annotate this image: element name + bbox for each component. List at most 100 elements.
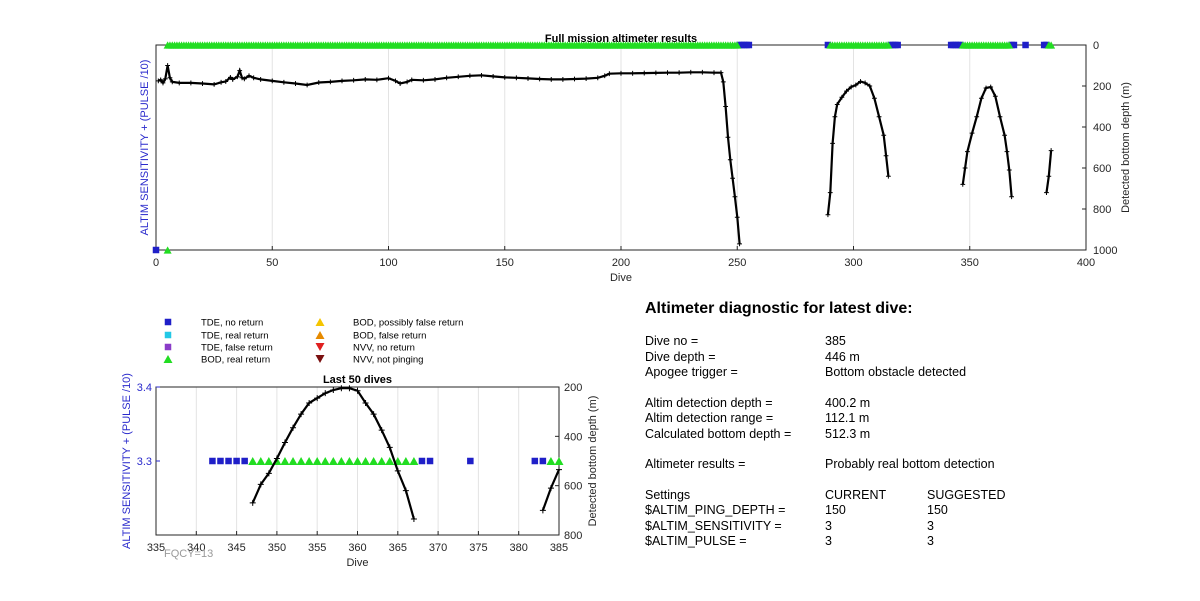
bottom-x-tick-label: 385 bbox=[550, 542, 568, 554]
dive-depth-label: Dive depth = bbox=[645, 349, 716, 364]
top-depth-point bbox=[237, 68, 243, 74]
top-x-tick-label: 200 bbox=[612, 257, 630, 269]
bottom-depth-point bbox=[257, 481, 264, 488]
top-depth-point bbox=[960, 182, 966, 187]
top-depth-point bbox=[246, 73, 252, 79]
top-depth-point bbox=[404, 79, 410, 85]
bottom-depth-point bbox=[378, 427, 385, 434]
top-depth-point bbox=[162, 76, 168, 82]
bottom-x-axis-label: Dive bbox=[346, 557, 368, 569]
top-depth-point bbox=[867, 83, 873, 89]
bottom-depth-point bbox=[249, 499, 256, 506]
legend-marker bbox=[315, 354, 325, 364]
ping-depth-label: $ALTIM_PING_DEPTH = bbox=[645, 503, 786, 517]
top-depth-point bbox=[858, 79, 863, 84]
top-depth-point bbox=[732, 194, 738, 200]
top-depth-point bbox=[737, 241, 742, 247]
frequency-watermark: FQCY=13 bbox=[164, 548, 213, 560]
results-label: Altimeter results = bbox=[645, 457, 746, 471]
top-depth-point bbox=[316, 80, 322, 85]
top-depth-point bbox=[1048, 148, 1054, 153]
bottom-event-marker bbox=[344, 456, 354, 466]
bottom-y-right-tick-label: 800 bbox=[564, 530, 582, 542]
top-depth-point bbox=[269, 78, 275, 84]
bottom-event-marker bbox=[385, 456, 395, 466]
top-depth-point bbox=[862, 80, 868, 86]
top-x-tick-label: 100 bbox=[379, 257, 397, 269]
bottom-depth-point bbox=[290, 424, 297, 431]
top-depth-point bbox=[537, 76, 543, 82]
top-depth-point bbox=[572, 76, 577, 82]
bottom-depth-point bbox=[338, 385, 345, 392]
legend-label: TDE, real return bbox=[201, 331, 269, 342]
top-depth-point bbox=[513, 75, 519, 81]
bottom-depth-point bbox=[346, 385, 353, 392]
bottom-left-axis-label: ALTIM SENSITIVITY + (PULSE /10) bbox=[121, 373, 133, 549]
top-event-marker bbox=[957, 41, 964, 49]
top-event-marker bbox=[745, 41, 753, 49]
bottom-y-right-tick-label: 200 bbox=[564, 382, 582, 394]
top-event-marker bbox=[1010, 41, 1018, 49]
top-depth-point bbox=[676, 70, 682, 76]
bottom-y-right-tick-label: 600 bbox=[564, 481, 582, 493]
top-depth-point bbox=[653, 70, 659, 76]
legend-label: BOD, possibly false return bbox=[353, 318, 463, 329]
bottom-event-marker bbox=[296, 456, 306, 466]
bottom-depth-point bbox=[394, 467, 401, 474]
top-depth-point bbox=[432, 77, 438, 82]
bottom-x-tick-label: 360 bbox=[348, 542, 366, 554]
top-depth-point bbox=[155, 78, 161, 84]
top-depth-point bbox=[699, 69, 705, 75]
top-y-tick-label: 600 bbox=[1093, 163, 1111, 175]
top-depth-point bbox=[223, 79, 229, 84]
current-header: CURRENT bbox=[825, 487, 887, 502]
top-depth-point bbox=[281, 79, 287, 85]
top-depth-point bbox=[165, 63, 171, 68]
top-depth-point bbox=[444, 75, 450, 81]
top-y-tick-label: 0 bbox=[1093, 40, 1099, 52]
legend-marker bbox=[164, 343, 172, 351]
top-depth-point bbox=[825, 212, 831, 218]
top-depth-point bbox=[630, 70, 636, 76]
bottom-event-marker bbox=[328, 456, 338, 466]
ping-depth-suggested: 150 bbox=[927, 503, 948, 517]
bottom-event-marker bbox=[225, 457, 232, 465]
top-depth-point bbox=[1004, 149, 1010, 154]
bottom-event-marker bbox=[361, 456, 371, 466]
sensitivity-label: $ALTIM_SENSITIVITY = bbox=[645, 518, 782, 533]
bottom-event-marker bbox=[288, 456, 298, 466]
bottom-event-marker bbox=[418, 457, 426, 465]
bottom-event-marker bbox=[554, 456, 564, 466]
top-chart-title: Full mission altimeter results bbox=[545, 33, 697, 45]
top-depth-point bbox=[827, 190, 833, 195]
top-x-tick-label: 350 bbox=[961, 257, 979, 269]
bottom-event-marker bbox=[377, 456, 387, 466]
top-event-marker bbox=[152, 246, 160, 254]
bottom-depth-point bbox=[306, 400, 313, 407]
top-right-axis-label: Detected bottom depth (m) bbox=[1120, 82, 1132, 213]
legend-marker bbox=[315, 330, 325, 340]
legend-label: BOD, real return bbox=[201, 355, 270, 366]
top-y-tick-label: 400 bbox=[1093, 122, 1111, 134]
bottom-x-tick-label: 335 bbox=[147, 542, 165, 554]
top-depth-point bbox=[978, 95, 984, 101]
top-depth-point bbox=[230, 77, 236, 82]
top-depth-point bbox=[969, 130, 975, 136]
det-depth-value: 400.2 m bbox=[825, 395, 871, 410]
top-depth-point bbox=[239, 75, 245, 81]
top-depth-point bbox=[583, 76, 589, 82]
bottom-depth-point bbox=[314, 395, 321, 402]
top-depth-point bbox=[830, 141, 835, 146]
top-depth-point bbox=[1006, 167, 1012, 173]
bottom-y-right-tick-label: 400 bbox=[564, 431, 582, 443]
top-depth-point bbox=[727, 157, 733, 163]
top-x-axis-label: Dive bbox=[610, 272, 632, 284]
bottom-x-tick-label: 370 bbox=[429, 542, 447, 554]
ping-depth-current: 150 bbox=[825, 503, 846, 517]
top-depth-line bbox=[157, 65, 741, 244]
top-depth-point bbox=[992, 93, 998, 99]
top-depth-point bbox=[665, 70, 670, 76]
bottom-depth-point bbox=[273, 455, 280, 462]
top-x-tick-label: 0 bbox=[153, 257, 159, 269]
bottom-right-axis-label: Detected bottom depth (m) bbox=[587, 396, 599, 527]
